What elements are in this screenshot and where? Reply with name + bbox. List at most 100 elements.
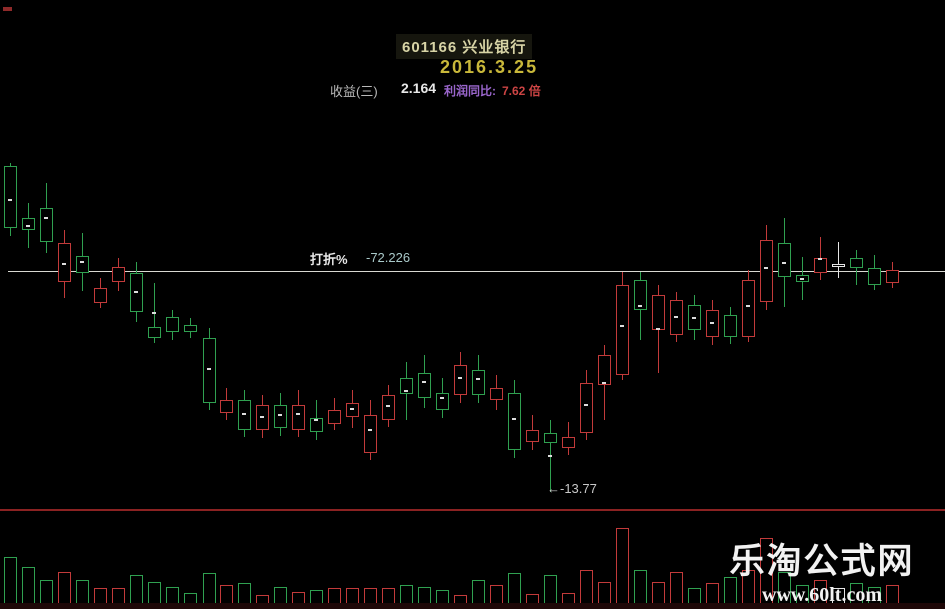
candle-body [580,383,593,433]
candle-body [850,258,863,268]
candle-body [112,267,125,282]
candle-body [238,400,251,430]
volume-bar [220,585,233,604]
candle-body [760,240,773,302]
watermark: 乐淘公式网 www.60lt.com [707,533,937,607]
candle-body [400,378,413,394]
volume-bar [436,590,449,604]
watermark-url: www.60lt.com [762,584,882,606]
candlestick-chart-area[interactable] [0,100,945,509]
volume-bar [40,580,53,604]
candle-body [598,355,611,385]
volume-bar [346,588,359,604]
candle-body [364,415,377,453]
candle-body [184,325,197,332]
reference-line [8,271,945,272]
candle-mid-dot [818,257,822,260]
candle-mid-dot [656,328,660,330]
volume-bar [400,585,413,604]
volume-bar [544,575,557,604]
candle-body [166,317,179,332]
volume-bar [112,588,125,604]
candle-mid-dot [458,376,462,379]
candle-body [814,258,827,273]
candle-body [418,373,431,398]
candle-body [76,256,89,273]
candle-mid-dot [44,217,48,219]
candle-body [490,388,503,400]
candle-body [328,410,341,424]
candle-mid-dot [422,380,426,383]
candle-mid-dot [8,198,12,201]
volume-bar [472,580,485,604]
volume-bar [58,572,71,604]
candle-body [436,393,449,410]
candle-mid-dot [620,325,624,327]
candle-body [292,405,305,430]
refline-value: -72.226 [366,250,411,265]
volume-bar [310,590,323,604]
corner-red-mark [3,7,12,11]
volume-bar [274,587,287,604]
volume-bar [76,580,89,604]
candle-mid-dot [548,455,552,457]
volume-bar [580,570,593,604]
candle-body [382,395,395,420]
candle-body [634,280,647,310]
candle-body [472,370,485,395]
indicator-value: 2.164 [401,80,437,96]
candle-body [778,243,791,277]
volume-bar [238,583,251,604]
candle-mid-dot [782,261,786,264]
refline-label: 打折% [310,252,348,267]
candle-mid-dot [260,415,264,418]
candle-body [148,327,161,338]
candle-mid-dot [62,263,66,265]
candle-mid-dot [584,404,588,406]
candle-body [346,403,359,417]
candle-wick [838,242,839,278]
candle-body [724,315,737,337]
candle-mid-dot [296,412,300,415]
volume-bar [382,588,395,604]
candle-mid-dot [350,408,354,410]
candle-mid-dot [278,413,282,416]
volume-divider-line [0,509,945,511]
candle-body [616,285,629,375]
candle-body [868,268,881,285]
candle-body [706,310,719,337]
volume-bar [634,570,647,604]
candle-body [886,270,899,283]
indicator-label[interactable]: 收益(三) [330,84,378,99]
volume-bar [418,587,431,604]
candle-mid-dot [80,261,84,263]
candle-mid-dot [440,397,444,399]
candle-mid-dot [800,277,804,280]
stock-title[interactable]: 601166 兴业银行 [396,34,533,59]
candle-mid-dot [134,291,138,293]
volume-bar [508,573,521,604]
candle-body [256,405,269,430]
watermark-title: 乐淘公式网 [729,542,915,581]
volume-bar [22,567,35,604]
ratio-value: 7.62 倍 [502,84,541,98]
candle-mid-dot [386,405,390,407]
candle-mid-dot [152,312,156,314]
candle-mid-dot [638,305,642,307]
candle-mid-dot [710,321,714,324]
bottom-edge-band [0,603,945,609]
volume-bar [616,528,629,604]
volume-bar [203,573,216,604]
candle-mid-dot [674,316,678,318]
candle-mid-dot [404,390,408,392]
candle-mid-dot [512,418,516,420]
candle-body [454,365,467,395]
volume-bar [328,588,341,604]
volume-bar [166,587,179,604]
candle-body [508,393,521,450]
chart-date: 2016.3.25 [440,57,539,77]
candle-mid-dot [602,381,606,384]
volume-bar [94,588,107,604]
candle-body [94,288,107,303]
